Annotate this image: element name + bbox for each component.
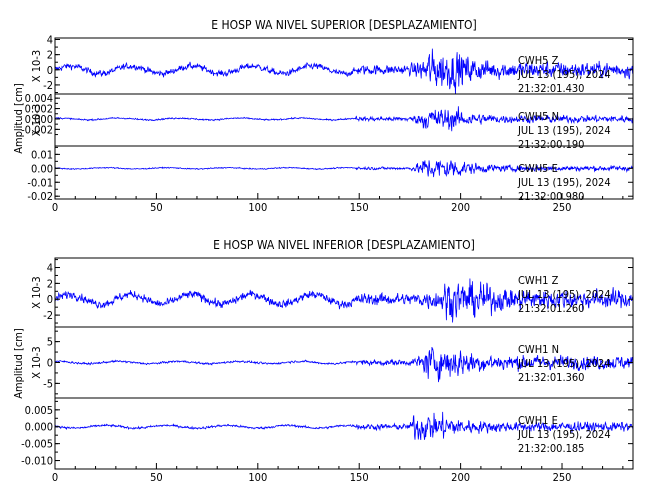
waveform-z [55,278,633,323]
date-label: JUL 13 (195), 2024 [517,428,611,441]
y-tick-label: 2 [47,49,53,62]
scale-label: X 10-3 [30,104,43,136]
panel-title: E HOSP WA NIVEL INFERIOR [DESPLAZAMIENTO… [213,238,475,252]
y-tick-label: 0.004 [25,92,53,105]
panel-inferior: E HOSP WA NIVEL INFERIOR [DESPLAZAMIENTO… [12,238,634,484]
x-tick-label: 200 [451,471,470,484]
date-label: JUL 13 (195), 2024 [517,288,611,301]
waveform-n [55,106,633,132]
x-tick-label: 100 [248,471,267,484]
y-tick-label: -0.02 [27,190,53,203]
y-axis-label: Amplitud [cm] [12,328,25,399]
waveform-z [55,48,633,94]
time-label: 21:32:01.430 [518,82,584,95]
x-tick-label: 0 [52,471,58,484]
y-tick-label: 0.01 [31,148,53,161]
x-tick-label: 100 [248,201,267,214]
trace-frame [54,397,634,470]
y-tick-label: -5 [43,377,53,390]
date-label: JUL 13 (195), 2024 [517,357,611,370]
station-label: CWH1 N [518,343,559,356]
y-tick-label: 0.00 [31,162,53,175]
y-tick-label: -2 [43,309,53,322]
station-label: CWH5 N [518,110,559,123]
station-label: CWH5 Z [518,54,559,67]
y-tick-label: -0.002 [21,123,53,136]
station-label: CWH1 Z [518,274,559,287]
time-label: 21:32:01.360 [518,371,584,384]
x-tick-label: 150 [350,201,369,214]
x-tick-label: 150 [350,471,369,484]
time-label: 21:32:00.185 [518,442,584,455]
x-tick-label: 0 [52,201,58,214]
y-tick-label: 5 [47,336,53,349]
x-tick-label: 250 [553,201,572,214]
y-tick-label: -0.01 [27,176,53,189]
y-tick-label: 0 [47,293,53,306]
time-label: 21:32:01.260 [518,302,584,315]
y-tick-label: 0.000 [25,113,53,126]
date-label: JUL 13 (195), 2024 [517,68,611,81]
y-tick-label: 4 [47,262,53,275]
waveform-e [55,411,633,441]
x-tick-label: 200 [451,201,470,214]
time-label: 21:32:00.980 [518,190,584,203]
x-tick-label: 50 [150,471,163,484]
y-tick-label: -0.010 [21,455,53,468]
y-tick-label: 0.000 [25,421,53,434]
scale-label: X 10-3 [30,50,43,82]
y-tick-label: 0.005 [25,404,53,417]
panel-superior: E HOSP WA NIVEL SUPERIOR [DESPLAZAMIENTO… [12,18,634,214]
y-tick-label: -0.005 [21,438,53,451]
y-tick-label: 0 [47,64,53,77]
station-label: CWH1 E [518,414,558,427]
time-label: 21:32:00.190 [518,138,584,151]
y-tick-label: 0 [47,357,53,370]
waveform-n [55,346,633,383]
x-tick-label: 50 [150,201,163,214]
station-label: CWH5 E [518,162,558,175]
y-tick-label: 0.002 [25,103,53,116]
trace-frame [54,145,634,200]
y-axis-label: Amplitud [cm] [12,83,25,154]
date-label: JUL 13 (195), 2024 [517,124,611,137]
scale-label: X 10-3 [30,276,43,308]
y-tick-label: 4 [47,34,53,47]
waveform-e [55,160,633,178]
y-tick-label: 2 [47,277,53,290]
scale-label: X 10-3 [30,346,43,378]
date-label: JUL 13 (195), 2024 [517,176,611,189]
panel-title: E HOSP WA NIVEL SUPERIOR [DESPLAZAMIENTO… [211,18,476,32]
y-tick-label: -2 [43,79,53,92]
x-tick-label: 250 [553,471,572,484]
